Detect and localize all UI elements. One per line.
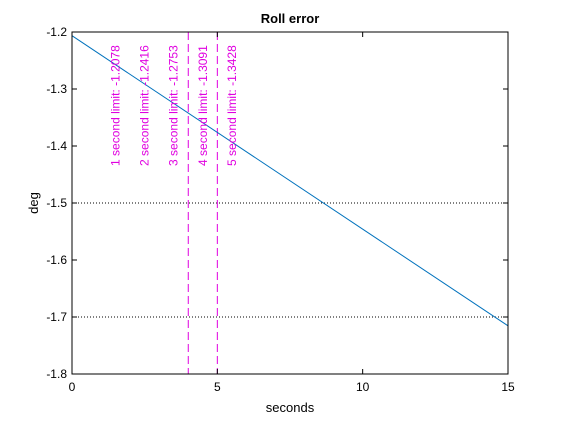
y-tick-label: -1.5 xyxy=(46,196,67,210)
x-axis-label: seconds xyxy=(266,400,315,415)
limit-annotation-1: 1 second limit: -1.2078 xyxy=(109,45,123,166)
y-tick-label: -1.3 xyxy=(46,82,67,96)
series-line-0 xyxy=(71,35,509,327)
chart-title: Roll error xyxy=(261,11,320,26)
x-tick-label: 15 xyxy=(501,380,515,394)
x-tick-label: 10 xyxy=(356,380,370,394)
limit-annotation-5: 5 second limit: -1.3428 xyxy=(225,45,239,166)
limit-annotation-4: 4 second limit: -1.3091 xyxy=(196,45,210,166)
y-tick-label: -1.6 xyxy=(46,253,67,267)
y-tick-label: -1.4 xyxy=(46,139,67,153)
x-tick-label: 5 xyxy=(214,380,221,394)
x-tick-label: 0 xyxy=(69,380,76,394)
y-axis-label: deg xyxy=(26,192,41,214)
y-tick-label: -1.7 xyxy=(46,310,67,324)
limit-annotation-3: 3 second limit: -1.2753 xyxy=(167,45,181,166)
y-tick-label: -1.2 xyxy=(46,25,67,39)
limit-annotation-2: 2 second limit: -1.2416 xyxy=(138,45,152,166)
y-tick-label: -1.8 xyxy=(46,367,67,381)
